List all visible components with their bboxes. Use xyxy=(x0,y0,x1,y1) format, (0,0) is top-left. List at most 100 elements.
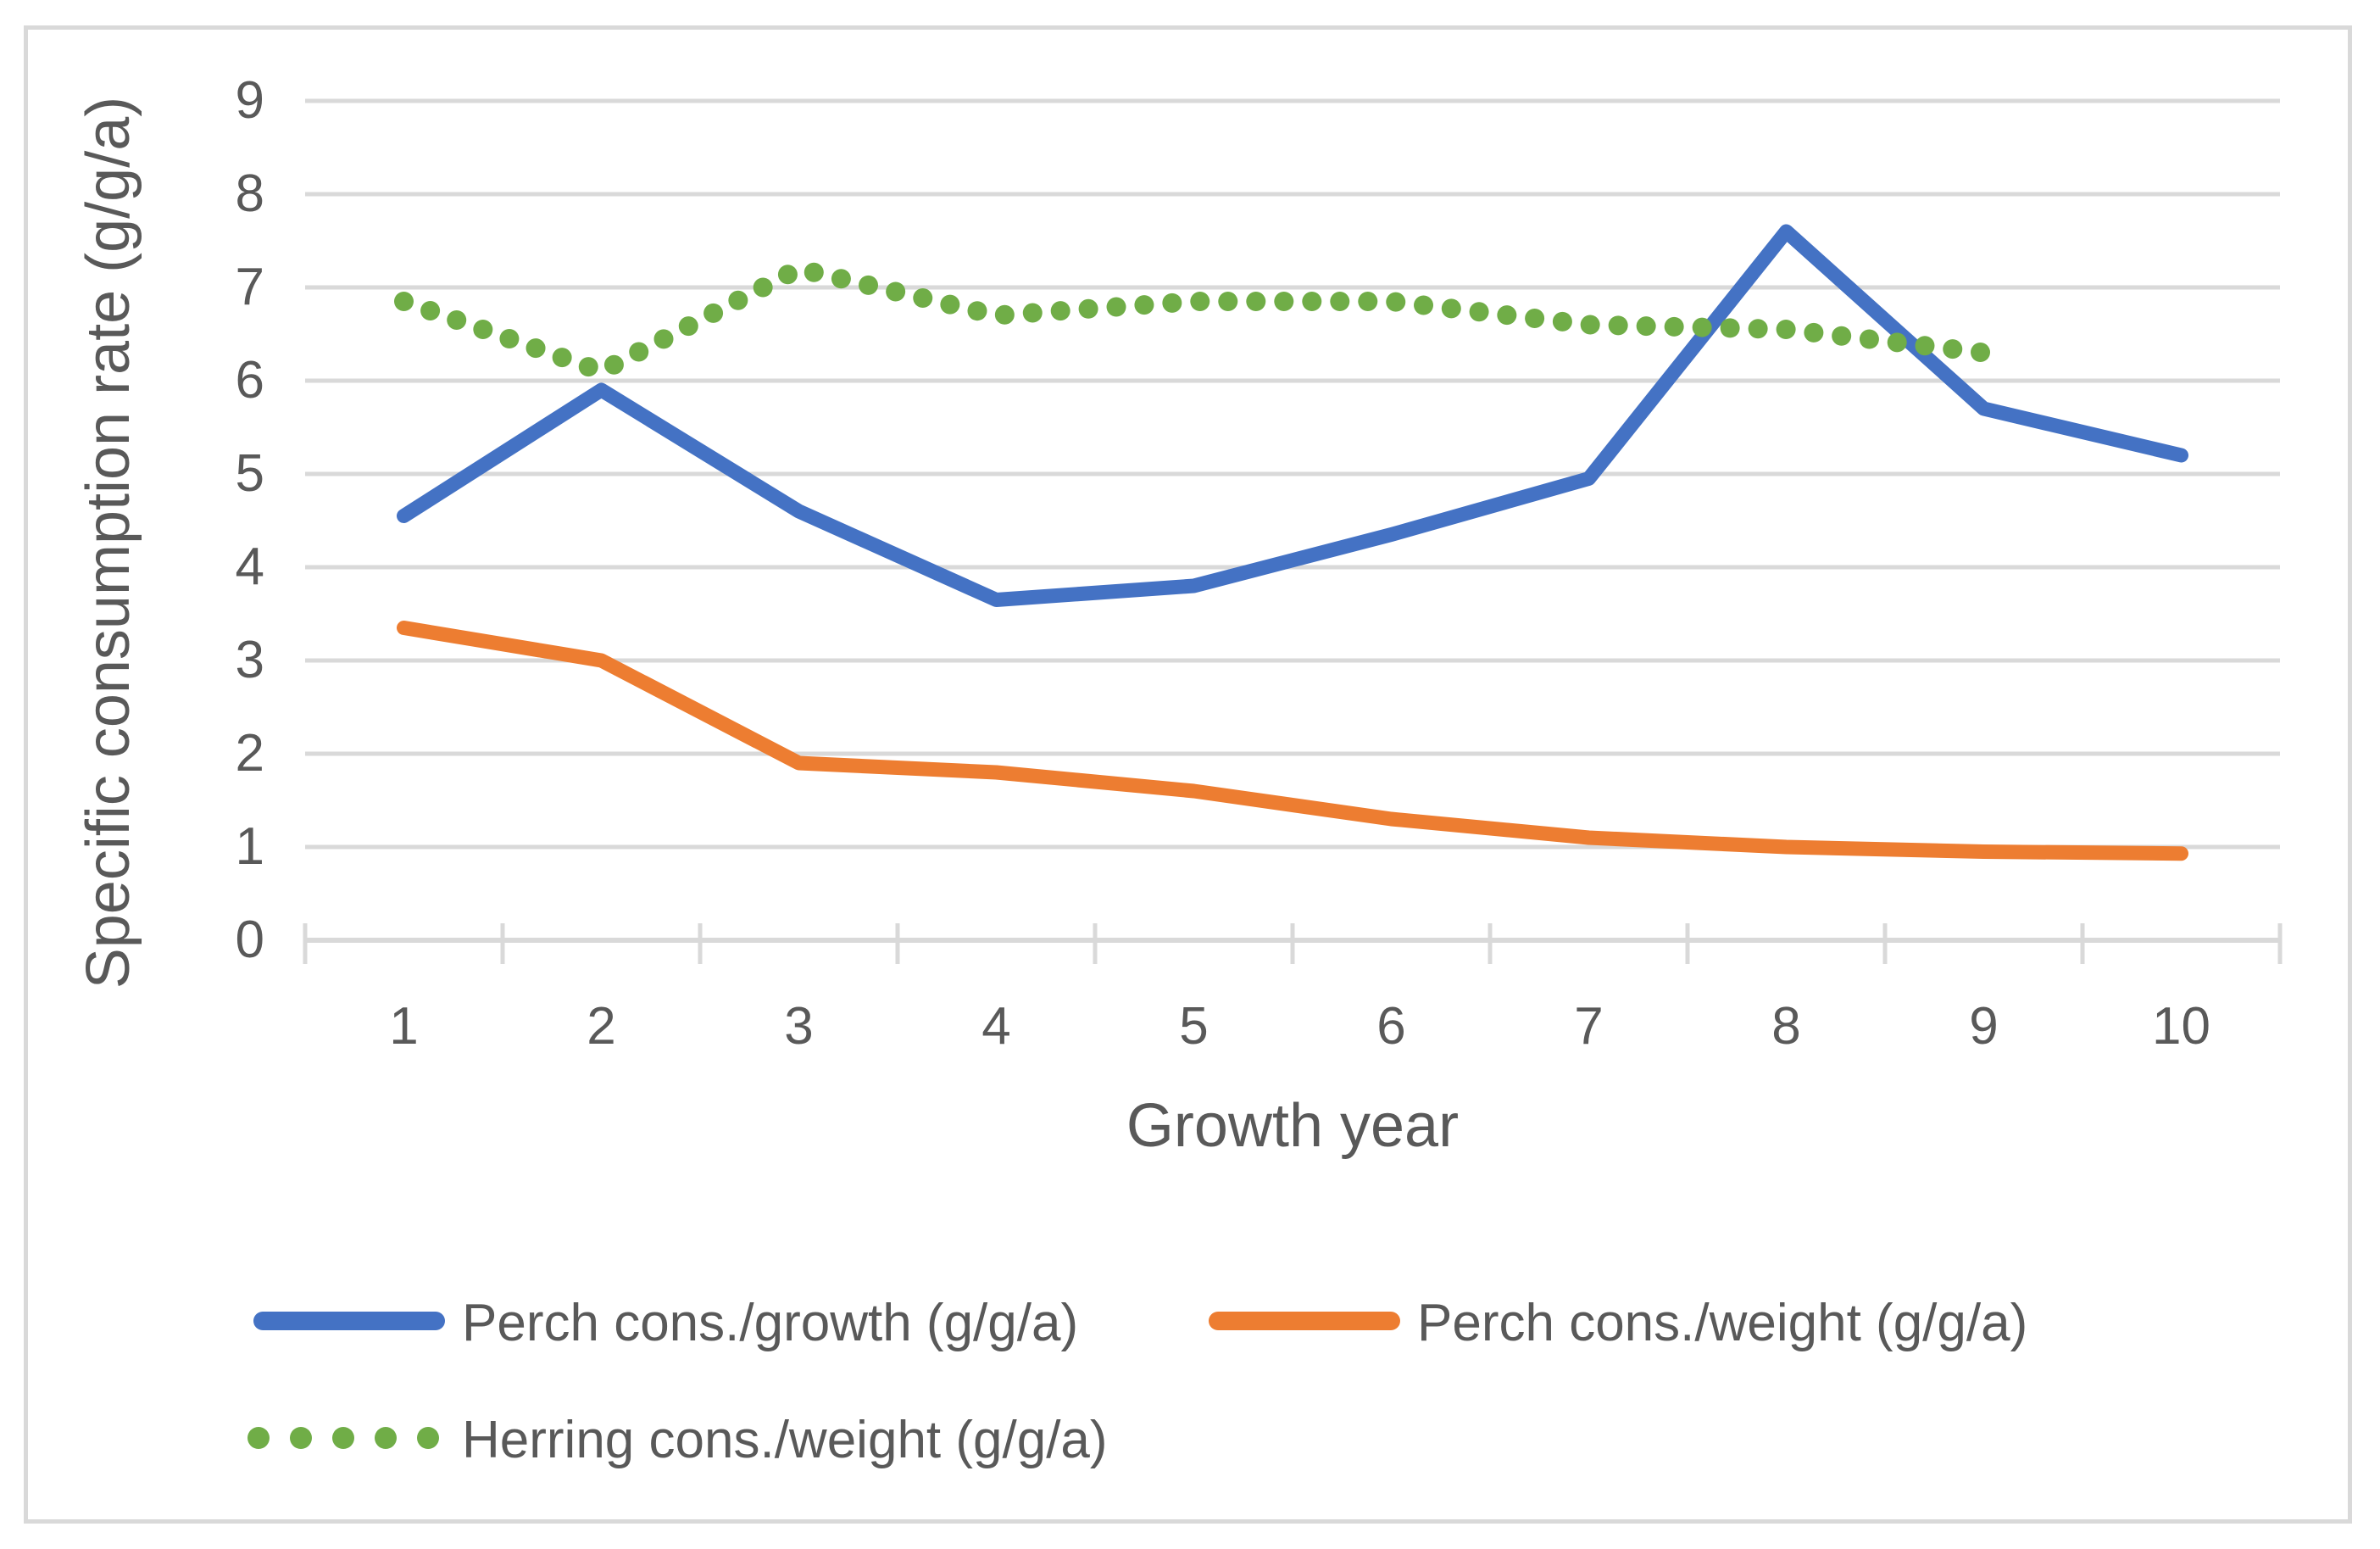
series-dot xyxy=(1915,336,1935,356)
legend-label-perch-growth: Perch cons./growth (g/g/a) xyxy=(462,1294,1079,1352)
series-dot xyxy=(804,262,824,282)
series-dot xyxy=(1943,339,1963,359)
axis-tick-marks xyxy=(303,923,2283,964)
legend-swatch-dot xyxy=(332,1427,354,1449)
series-dot xyxy=(1050,301,1070,321)
series-dot xyxy=(1525,308,1545,328)
series-dot xyxy=(1414,295,1434,315)
series-dot xyxy=(1608,315,1628,336)
series-dot xyxy=(1162,293,1182,313)
series-dot xyxy=(886,281,906,302)
series-dot xyxy=(1358,292,1378,311)
x-tick-label-6: 6 xyxy=(1376,997,1406,1056)
series-dot xyxy=(1190,292,1210,311)
series-dot xyxy=(913,288,933,309)
chart-frame xyxy=(24,25,2352,1524)
y-tick-label-3: 3 xyxy=(235,631,264,689)
y-tick-label-0: 0 xyxy=(235,911,264,969)
series-dot xyxy=(525,338,546,359)
series-dot xyxy=(777,265,798,285)
series-dot xyxy=(1022,303,1043,323)
legend-swatch-dot xyxy=(375,1427,397,1449)
series-dot xyxy=(940,294,960,315)
series-dot xyxy=(394,292,414,311)
series-dot xyxy=(1636,316,1656,337)
series-dot xyxy=(1302,292,1322,311)
legend-label-herring-weight: Herring cons./weight (g/g/a) xyxy=(462,1411,1108,1469)
series-dot xyxy=(1134,295,1154,315)
y-tick-label-8: 8 xyxy=(235,164,264,223)
y-tick-label-2: 2 xyxy=(235,724,264,783)
series-dot xyxy=(1078,298,1098,319)
x-tick-label-2: 2 xyxy=(587,997,616,1056)
series-dot xyxy=(1386,292,1406,312)
series-dot xyxy=(1832,326,1852,346)
x-axis-title: Growth year xyxy=(1126,1092,1460,1160)
y-tick-label-6: 6 xyxy=(235,351,264,410)
series-dot xyxy=(1218,292,1238,311)
series-dot xyxy=(1330,292,1350,311)
y-tick-label-1: 1 xyxy=(235,817,264,876)
series-dot xyxy=(420,301,441,321)
series-dot xyxy=(859,275,879,295)
series-dot xyxy=(1274,292,1294,311)
series-dot xyxy=(1246,292,1266,311)
series-dot xyxy=(552,348,572,368)
series-line-0 xyxy=(397,224,2188,607)
legend-swatch-dot xyxy=(290,1427,312,1449)
series-dot xyxy=(1692,317,1712,337)
series-dot xyxy=(1552,311,1572,332)
y-axis-title: Specific consumption rate (g/g/a) xyxy=(75,96,142,989)
series-dot xyxy=(447,310,467,331)
y-tick-label-4: 4 xyxy=(235,538,264,596)
data-series-lines xyxy=(394,224,2188,861)
series-dot xyxy=(499,329,520,349)
gridlines xyxy=(305,98,2280,850)
series-dot xyxy=(1441,298,1461,319)
y-tick-label-9: 9 xyxy=(235,71,264,130)
series-dot xyxy=(603,354,624,375)
x-tick-label-3: 3 xyxy=(784,997,814,1056)
series-line-1 xyxy=(397,621,2188,861)
series-dot xyxy=(1497,305,1517,326)
series-dotted-2 xyxy=(394,262,1991,377)
series-dot xyxy=(473,320,493,340)
y-tick-label-5: 5 xyxy=(235,444,264,503)
x-tick-label-8: 8 xyxy=(1771,997,1801,1056)
legend-label-perch-weight: Perch cons./weight (g/g/a) xyxy=(1417,1294,2028,1352)
series-dot xyxy=(753,277,773,298)
legend-swatch-line-1 xyxy=(1209,1312,1400,1330)
series-dot xyxy=(629,342,649,362)
series-dot xyxy=(1776,319,1796,339)
series-dot xyxy=(1804,322,1824,343)
series-dot xyxy=(994,304,1015,325)
x-tick-label-5: 5 xyxy=(1179,997,1209,1056)
series-dot xyxy=(653,329,674,349)
series-dot xyxy=(1469,302,1489,322)
x-tick-label-7: 7 xyxy=(1574,997,1604,1056)
x-tick-label-4: 4 xyxy=(981,997,1011,1056)
series-dot xyxy=(1664,316,1684,337)
series-dot xyxy=(1580,315,1600,335)
series-dot xyxy=(1106,297,1126,317)
x-tick-label-10: 10 xyxy=(2152,997,2210,1056)
x-tick-label-9: 9 xyxy=(1969,997,1999,1056)
series-dot xyxy=(1720,318,1740,338)
series-dot xyxy=(678,316,698,337)
series-dot xyxy=(1887,332,1907,353)
x-tick-label-1: 1 xyxy=(389,997,419,1056)
series-dot xyxy=(1748,319,1768,339)
series-dot xyxy=(967,301,987,321)
legend-swatch-dot xyxy=(417,1427,439,1449)
series-dot xyxy=(831,269,851,289)
series-dot xyxy=(703,303,724,323)
y-tick-label-7: 7 xyxy=(235,258,264,316)
series-dot xyxy=(578,357,598,377)
series-dot xyxy=(1859,329,1879,349)
series-dot xyxy=(1971,343,1991,363)
series-dot xyxy=(728,290,748,310)
legend-swatch-line-0 xyxy=(253,1312,445,1330)
legend-swatches xyxy=(247,1312,1400,1449)
